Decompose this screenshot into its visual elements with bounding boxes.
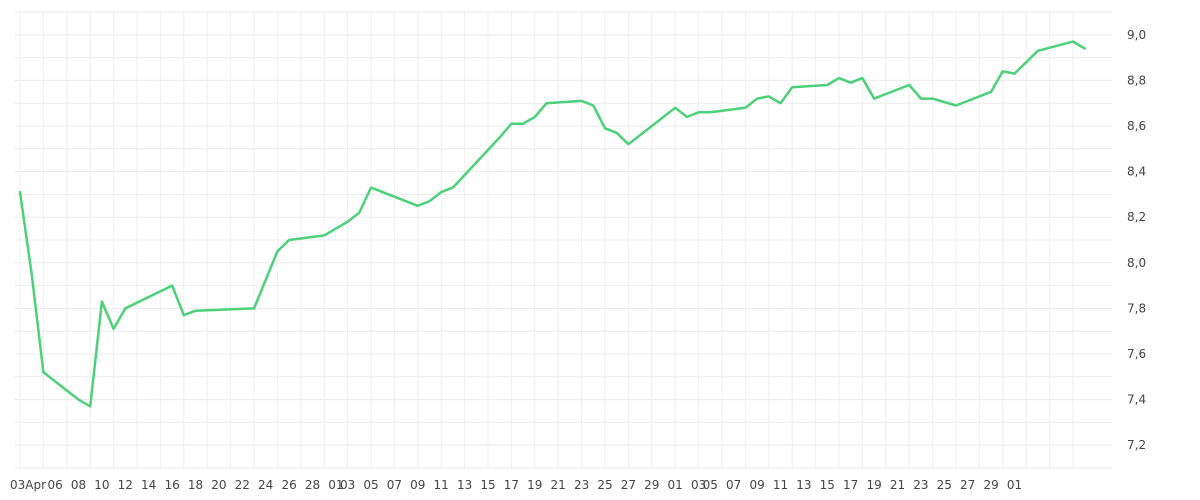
x-tick-label: 21 bbox=[890, 478, 905, 492]
x-tick-label: 13 bbox=[457, 478, 472, 492]
x-tick-label: 11 bbox=[773, 478, 788, 492]
x-tick-label: 13 bbox=[796, 478, 811, 492]
x-tick-label: 23 bbox=[574, 478, 589, 492]
x-tick-label: 24 bbox=[258, 478, 273, 492]
x-tick-label: 01 bbox=[668, 478, 683, 492]
x-tick-label: 07 bbox=[387, 478, 402, 492]
x-tick-label: 05 bbox=[703, 478, 718, 492]
x-tick-label: 06 bbox=[47, 478, 62, 492]
x-tick-label: 26 bbox=[281, 478, 296, 492]
x-tick-label: 14 bbox=[141, 478, 156, 492]
y-tick-label: 8,4 bbox=[1127, 165, 1146, 179]
series-layer bbox=[18, 40, 1086, 408]
x-tick-label: 07 bbox=[726, 478, 741, 492]
x-tick-label: 05 bbox=[363, 478, 378, 492]
x-tick-label: 01 bbox=[1007, 478, 1022, 492]
y-tick-label: 7,8 bbox=[1127, 301, 1146, 315]
x-tick-label: 09 bbox=[749, 478, 764, 492]
y-axis-tick-labels: 7,2 7,4 7,6 7,8 8,0 8,2 8,4 8,6 8,8 9,0 bbox=[1127, 28, 1146, 452]
y-tick-label: 8,0 bbox=[1127, 256, 1146, 270]
x-tick-label: 19 bbox=[866, 478, 881, 492]
x-tick-label: 18 bbox=[188, 478, 203, 492]
y-tick-label: 8,8 bbox=[1127, 73, 1146, 87]
y-tick-label: 8,6 bbox=[1127, 119, 1146, 133]
y-gridlines bbox=[15, 11, 1112, 469]
x-tick-label: 27 bbox=[960, 478, 975, 492]
x-tick-label: 15 bbox=[820, 478, 835, 492]
x-tick-label: 23 bbox=[913, 478, 928, 492]
y-tick-label: 7,2 bbox=[1127, 438, 1146, 452]
x-tick-label: 12 bbox=[118, 478, 133, 492]
series-line-1 bbox=[18, 40, 1086, 408]
x-tick-label: 15 bbox=[480, 478, 495, 492]
x-tick-label: 03Apr bbox=[10, 478, 46, 492]
x-tick-label: 25 bbox=[597, 478, 612, 492]
x-tick-label: 29 bbox=[644, 478, 659, 492]
y-tick-label: 9,0 bbox=[1127, 28, 1146, 42]
x-tick-label: 20 bbox=[211, 478, 226, 492]
x-tick-label: 16 bbox=[164, 478, 179, 492]
y-tick-label: 8,2 bbox=[1127, 210, 1146, 224]
x-tick-label: 22 bbox=[235, 478, 250, 492]
x-tick-label: 17 bbox=[843, 478, 858, 492]
x-tick-label: 03 bbox=[691, 478, 706, 492]
y-tick-label: 7,4 bbox=[1127, 393, 1146, 407]
x-tick-label: 17 bbox=[504, 478, 519, 492]
x-tick-label: 09 bbox=[410, 478, 425, 492]
x-tick-label: 01 bbox=[328, 478, 343, 492]
x-tick-label: 25 bbox=[937, 478, 952, 492]
x-tick-label: 27 bbox=[621, 478, 636, 492]
x-tick-label: 10 bbox=[94, 478, 109, 492]
x-tick-label: 28 bbox=[305, 478, 320, 492]
x-tick-label: 03 bbox=[340, 478, 355, 492]
x-tick-label: 21 bbox=[551, 478, 566, 492]
x-tick-label: 11 bbox=[434, 478, 449, 492]
x-tick-label: 19 bbox=[527, 478, 542, 492]
x-tick-label: 08 bbox=[71, 478, 86, 492]
y-tick-label: 7,6 bbox=[1127, 347, 1146, 361]
x-tick-label: 29 bbox=[983, 478, 998, 492]
